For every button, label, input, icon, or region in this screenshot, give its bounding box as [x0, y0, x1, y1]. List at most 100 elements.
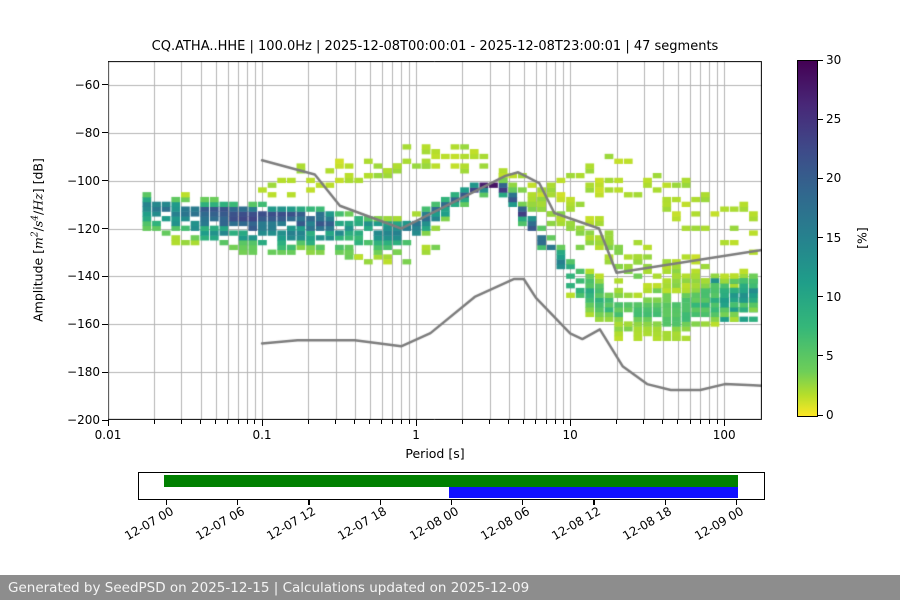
y-tick-label: −80 — [74, 125, 100, 140]
x-tick-mark — [261, 420, 263, 426]
colorbar-tick-label: 10 — [826, 289, 842, 304]
x-tick-mark — [381, 420, 383, 424]
y-tick-label: −100 — [67, 173, 100, 188]
x-tick-mark — [569, 420, 571, 426]
x-tick-mark — [307, 420, 309, 424]
x-tick-mark — [246, 420, 248, 424]
y-tick-mark — [102, 228, 108, 230]
y-tick-mark — [102, 419, 108, 421]
x-tick-mark — [180, 420, 182, 424]
x-tick-mark — [461, 420, 463, 424]
colorbar-tick-mark — [818, 118, 823, 120]
x-tick-mark — [677, 420, 679, 424]
ppsd-histogram-plot — [108, 61, 762, 420]
colorbar-tick-mark — [818, 355, 823, 357]
x-tick-mark — [489, 420, 491, 424]
timeline-tick-mark — [593, 500, 595, 505]
x-tick-mark — [508, 420, 510, 424]
timeline-date-label: 12-09 00 — [691, 504, 746, 544]
x-tick-mark — [699, 420, 701, 424]
timeline-date-label: 12-08 12 — [549, 504, 603, 544]
x-tick-label: 0.01 — [94, 428, 122, 442]
colorbar — [797, 60, 818, 417]
y-tick-label: −60 — [74, 77, 100, 92]
x-tick-mark — [408, 420, 410, 424]
x-tick-mark — [153, 420, 155, 424]
x-tick-mark — [662, 420, 664, 424]
x-tick-mark — [237, 420, 239, 424]
y-tick-label: −200 — [67, 413, 100, 427]
x-tick-mark — [535, 420, 537, 424]
timeline-tick-mark — [664, 500, 666, 505]
colorbar-tick-label: 25 — [826, 112, 842, 127]
x-tick-mark — [708, 420, 710, 424]
y-tick-mark — [102, 180, 108, 182]
x-tick-mark — [215, 420, 217, 424]
timeline-segment-selected-day — [449, 486, 738, 498]
y-tick-label: −140 — [67, 269, 100, 284]
y-tick-mark — [102, 323, 108, 325]
colorbar-tick-mark — [818, 296, 823, 298]
y-tick-label: −120 — [67, 221, 100, 236]
x-tick-mark — [254, 420, 256, 424]
x-tick-mark — [716, 420, 718, 424]
y-tick-mark — [102, 275, 108, 277]
timeline-date-label: 12-07 18 — [335, 504, 390, 544]
x-tick-mark — [200, 420, 202, 424]
y-tick-label: −160 — [67, 317, 100, 332]
timeline-date-label: 12-08 18 — [620, 504, 675, 544]
colorbar-tick-mark — [818, 414, 823, 416]
timeline-tick-mark — [735, 500, 738, 505]
y-axis-label: Amplitude [m2/s4/Hz] [dB] — [30, 158, 46, 322]
x-tick-mark — [545, 420, 547, 424]
timeline-tick-mark — [165, 500, 168, 505]
x-axis-label: Period [s] — [405, 446, 465, 461]
timeline-tick-mark — [450, 500, 453, 505]
y-tick-mark — [102, 371, 108, 373]
x-tick-mark — [107, 420, 109, 426]
colorbar-tick-label: 15 — [826, 230, 842, 245]
timeline-segment-coverage-calculated — [164, 475, 738, 487]
timeline-date-label: 12-07 12 — [264, 504, 318, 544]
plot-title: CQ.ATHA..HHE | 100.0Hz | 2025-12-08T00:0… — [151, 39, 719, 54]
timeline-date-label: 12-08 06 — [478, 504, 532, 544]
y-tick-label: −180 — [67, 365, 100, 380]
colorbar-tick-label: 20 — [826, 171, 842, 186]
x-tick-mark — [415, 420, 417, 426]
x-tick-mark — [554, 420, 556, 424]
timeline-tick-mark — [379, 500, 381, 505]
colorbar-tick-label: 5 — [826, 348, 834, 363]
timeline-date-label: 12-08 00 — [406, 504, 461, 544]
timeline-coverage-bar — [138, 472, 765, 500]
x-tick-mark — [335, 420, 337, 424]
x-tick-mark — [523, 420, 525, 424]
x-tick-mark — [562, 420, 564, 424]
timeline-tick-mark — [237, 500, 239, 505]
footer-bar: Generated by SeedPSD on 2025-12-15 | Cal… — [0, 575, 900, 600]
timeline-tick-mark — [522, 500, 524, 505]
timeline-tick-mark — [308, 500, 310, 505]
colorbar-label: [%] — [854, 227, 870, 249]
x-tick-mark — [227, 420, 229, 424]
x-tick-mark — [689, 420, 691, 424]
timeline-date-label: 12-07 06 — [193, 504, 247, 544]
x-tick-mark — [354, 420, 356, 424]
x-tick-label: 10 — [562, 428, 578, 442]
colorbar-tick-mark — [818, 177, 823, 179]
x-tick-mark — [369, 420, 371, 424]
x-tick-label: 100 — [712, 428, 736, 442]
colorbar-tick-label: 30 — [826, 53, 842, 67]
x-tick-mark — [616, 420, 617, 424]
x-tick-mark — [400, 420, 402, 424]
x-tick-label: 1 — [412, 428, 420, 442]
footer-text: Generated by SeedPSD on 2025-12-15 | Cal… — [8, 579, 530, 596]
x-tick-label: 0.1 — [252, 428, 272, 442]
timeline-date-label: 12-07 00 — [121, 504, 176, 544]
x-tick-mark — [391, 420, 393, 424]
colorbar-tick-mark — [818, 59, 823, 61]
colorbar-tick-mark — [818, 237, 823, 238]
y-tick-mark — [102, 132, 108, 134]
x-tick-mark — [643, 420, 645, 424]
colorbar-tick-label: 0 — [826, 408, 834, 422]
